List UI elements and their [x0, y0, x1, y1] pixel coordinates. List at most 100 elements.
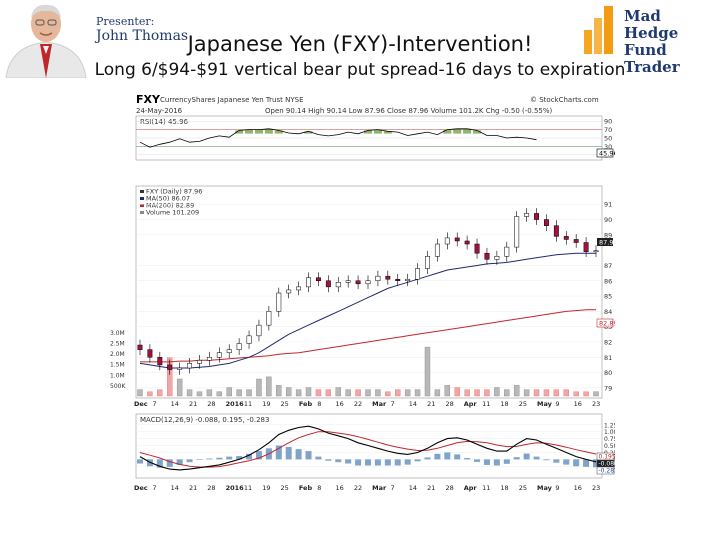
presenter-photo — [0, 0, 92, 78]
candle-body — [553, 225, 559, 237]
macd-histogram-bar — [583, 459, 590, 467]
volume-bar — [474, 389, 480, 397]
x-axis-label: 14 — [171, 484, 179, 492]
x-axis-label: 25 — [519, 400, 527, 408]
x-axis-label: 18 — [500, 484, 508, 492]
price-tick-label: 80 — [604, 369, 612, 377]
rsi-overbought-fill — [254, 129, 263, 134]
volume-bar — [266, 376, 272, 397]
candle-body — [325, 280, 331, 288]
volume-bar — [375, 389, 381, 397]
macd-histogram-bar — [563, 459, 570, 465]
price-legend-entry: MA(50) 86.07 — [146, 195, 190, 203]
macd-label: MACD(12,26,9) -0.088, 0.195, -0.283 — [140, 416, 269, 424]
macd-histogram-bar — [365, 459, 371, 466]
bar-chart-logo-icon — [584, 6, 613, 54]
candle-body — [177, 367, 183, 370]
candle-body — [256, 324, 262, 337]
candle-body — [246, 335, 252, 344]
macd-histogram-bar — [474, 459, 481, 462]
volume-bar — [246, 389, 252, 397]
candle-body — [573, 239, 579, 243]
macd-histogram-bar — [236, 456, 243, 460]
volume-bar — [553, 389, 560, 397]
candle-body — [345, 280, 351, 283]
ma200-last-box — [596, 318, 614, 328]
candle-body — [365, 280, 371, 285]
x-axis-label: 16 — [574, 400, 582, 408]
macd-histogram-bar — [335, 459, 342, 463]
volume-bar — [216, 391, 223, 397]
macd-tick-label: 1.00 — [604, 429, 615, 436]
x-axis-label: 19 — [262, 484, 270, 492]
volume-bar — [276, 385, 282, 397]
macd-histogram-bar — [483, 459, 490, 465]
x-axis-label: 16 — [336, 484, 344, 492]
volume-tick-label: 3.0M — [110, 330, 125, 337]
macd-histogram-bar — [573, 459, 580, 467]
candle-body — [157, 357, 163, 366]
volume-tick-label: 500K — [110, 383, 126, 390]
x-axis-label: 21 — [189, 400, 197, 408]
chart-source: © StockCharts.com — [530, 96, 599, 104]
x-axis-label: 19 — [262, 400, 270, 408]
price-tick-label: 91 — [604, 201, 612, 209]
candle-body — [534, 213, 539, 220]
volume-bar — [513, 385, 520, 397]
price-legend-swatch — [140, 190, 144, 193]
rsi-overbought-fill — [364, 130, 372, 134]
price-tick-label: 82 — [604, 338, 612, 346]
price-last-value: 87.96 — [599, 239, 615, 247]
presenter-name: John Thomas — [96, 28, 189, 44]
candle-body — [583, 242, 589, 252]
x-axis-label: Feb — [299, 400, 313, 408]
price-tick-label: 89 — [604, 231, 612, 239]
volume-bar — [167, 357, 173, 397]
chart-quote: Open 90.14 High 90.14 Low 87.96 Close 87… — [265, 107, 553, 115]
rsi-overbought-fill — [463, 128, 472, 134]
x-axis-label: 9 — [555, 484, 559, 492]
volume-bar — [454, 387, 460, 397]
x-axis-label: May — [537, 484, 553, 492]
x-axis-label: 11 — [482, 400, 490, 408]
volume-bar — [563, 389, 569, 397]
macd-last-value: -0.088 — [599, 461, 616, 468]
price-legend-entry: MA(200) 82.89 — [146, 202, 194, 210]
candle-body — [306, 277, 311, 288]
rsi-overbought-fill — [245, 129, 254, 134]
rsi-overbought-fill — [453, 128, 462, 134]
x-axis-label: Apr — [464, 400, 478, 408]
macd-histogram-bar — [355, 459, 362, 466]
volume-bar — [305, 387, 312, 397]
x-axis-label: 14 — [171, 400, 179, 408]
macd-histogram-bar — [464, 458, 471, 460]
macd-histogram-bar — [325, 459, 332, 461]
macd-tick-label: 1.25 — [604, 422, 615, 429]
rsi-tick-label: 30 — [604, 143, 612, 151]
candle-body — [197, 360, 202, 364]
volume-bar — [583, 391, 589, 397]
x-axis-label: 23 — [592, 484, 600, 492]
x-axis-label: 2016 — [226, 484, 245, 492]
volume-bar — [523, 389, 530, 397]
volume-bar — [404, 389, 411, 397]
x-axis-label: 28 — [445, 400, 453, 408]
macd-histogram-bar — [543, 459, 550, 461]
rsi-overbought-fill — [235, 130, 244, 134]
candle-body — [147, 349, 153, 358]
candle-body — [226, 349, 232, 353]
macd-histogram-bar — [226, 456, 233, 460]
candle-body — [474, 243, 480, 254]
ma200-last-value: 82.89 — [599, 320, 615, 328]
volume-tick-label: 2.0M — [110, 351, 125, 358]
x-axis-label: Dec — [134, 484, 148, 492]
x-axis-label: 7 — [390, 484, 394, 492]
rsi-overbought-fill — [443, 129, 452, 134]
x-axis-label: 22 — [354, 484, 362, 492]
x-axis-label: 28 — [207, 400, 215, 408]
rsi-tick-label: 50 — [604, 135, 612, 143]
volume-bar — [285, 387, 292, 397]
volume-bar — [414, 389, 421, 397]
x-axis-label: Feb — [299, 484, 313, 492]
x-axis-label: 14 — [409, 400, 417, 408]
